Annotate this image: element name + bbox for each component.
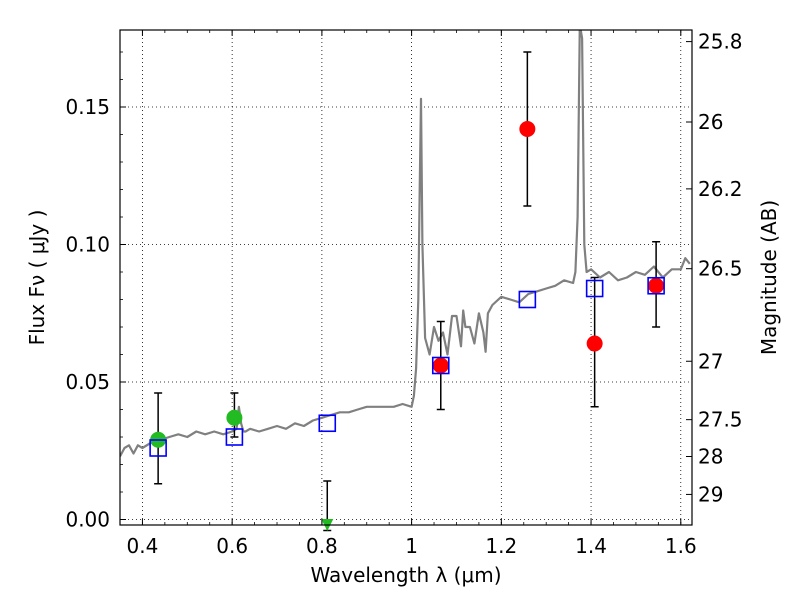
y2-tick-label: 28	[698, 445, 723, 469]
model-point	[431, 356, 450, 375]
x-tick-label: 0.8	[306, 534, 338, 558]
plot-frame	[119, 29, 693, 526]
y-tick-label: 0.10	[65, 233, 110, 257]
spectrum-layer	[120, 30, 691, 457]
data-point	[519, 121, 536, 137]
x-tick-label: 1.4	[575, 534, 607, 558]
y2-tick-label: 26.5	[698, 257, 743, 281]
model-point	[318, 414, 337, 433]
data-point	[226, 409, 243, 426]
data-point	[432, 357, 449, 374]
data-point	[648, 277, 665, 294]
y2-tick-label: 25.8	[698, 30, 743, 54]
y2-tick-label: 29	[698, 482, 723, 506]
model-point	[149, 439, 167, 457]
data-points-layer	[149, 51, 665, 532]
x-tick-label: 1.2	[485, 534, 517, 558]
x-tick-label: 1.6	[665, 534, 697, 558]
axes: 0.4 0.6 0.8 1 1.2 1.4 1.6 0.00 0.05 0.10 0.15 25.8 2…	[65, 30, 742, 558]
x-tick-label: 1	[405, 534, 418, 558]
y-tick-label: 0.15	[65, 95, 110, 119]
x-tick-label: 0.6	[216, 534, 248, 558]
spectrum-line	[120, 30, 691, 457]
model-point	[647, 276, 665, 295]
x-tick-label: 0.4	[127, 534, 159, 558]
x-axis-label: Wavelength λ (μm)	[310, 563, 501, 587]
data-point	[586, 335, 603, 352]
y2-axis-label: Magnitude (AB)	[757, 200, 781, 355]
model-point	[585, 279, 604, 298]
y2-tick-label: 27	[698, 349, 723, 373]
y-axis-label: Flux Fν ( μJy )	[25, 210, 49, 346]
y-tick-label: 0.05	[65, 370, 110, 394]
y-tick-label: 0.00	[65, 508, 110, 532]
y2-tick-label: 27.5	[698, 408, 743, 432]
y2-tick-label: 26	[698, 110, 723, 134]
model-point	[225, 428, 244, 446]
y2-tick-label: 26.2	[698, 177, 743, 201]
grid	[120, 30, 692, 525]
model-point	[518, 290, 537, 309]
